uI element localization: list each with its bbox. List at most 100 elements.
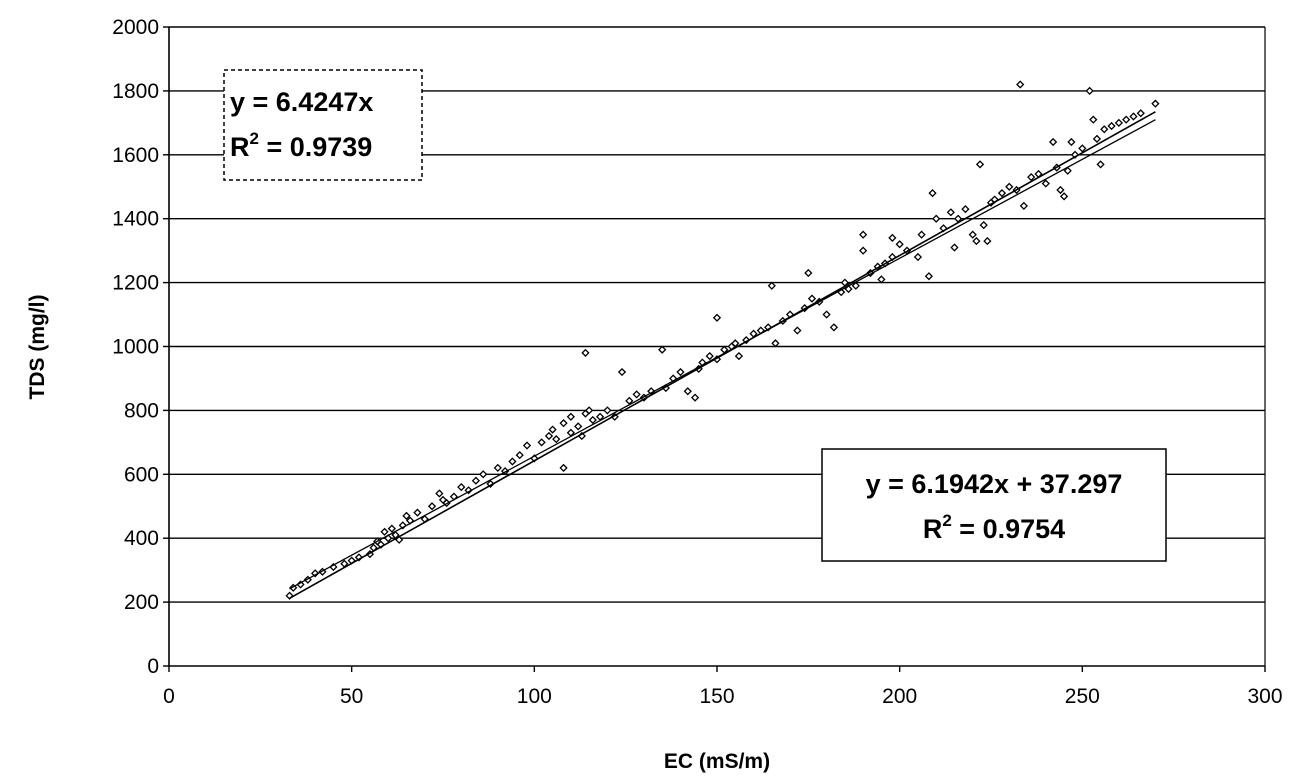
data-point	[771, 339, 780, 348]
data-point	[822, 310, 831, 319]
y-axis-title: TDS (mg/l)	[26, 295, 49, 400]
data-point	[804, 268, 813, 278]
x-tick-label: 0	[163, 685, 175, 708]
x-axis-title: EC (mS/m)	[664, 750, 770, 773]
data-point	[1136, 109, 1145, 118]
y-tick-label: 1000	[112, 336, 159, 359]
data-point	[968, 230, 977, 239]
data-point	[1056, 185, 1065, 195]
data-point	[928, 189, 937, 198]
gridlines	[169, 26, 1265, 603]
data-point	[661, 383, 670, 393]
data-point	[1129, 112, 1138, 121]
data-point	[1085, 86, 1094, 96]
data-point	[829, 323, 839, 332]
data-point	[844, 284, 853, 294]
y-axis-ticks: 0 200 400 600 800 1000 1200 1400 1600 1800 2000	[112, 16, 169, 678]
data-point	[508, 457, 517, 466]
data-point	[1151, 99, 1160, 108]
data-point	[1078, 144, 1087, 153]
data-point	[859, 230, 868, 239]
data-point	[888, 233, 897, 242]
r-squared-text: R2 = 0.9754	[923, 511, 1065, 544]
data-point	[866, 268, 875, 278]
data-point	[851, 281, 860, 290]
data-point	[471, 476, 480, 485]
data-point	[913, 252, 923, 262]
x-tick-label: 50	[340, 685, 363, 708]
r-squared-text: R2 = 0.9739	[230, 129, 372, 162]
data-point	[917, 230, 926, 239]
data-point	[464, 486, 473, 495]
data-point	[552, 435, 561, 444]
data-point	[493, 463, 502, 473]
y-tick-label: 0	[147, 655, 159, 678]
data-point	[946, 208, 955, 217]
data-point	[479, 470, 488, 479]
data-point	[402, 511, 411, 520]
data-point	[1067, 137, 1076, 147]
x-tick-label: 300	[1247, 685, 1282, 708]
data-point	[877, 275, 886, 284]
data-point	[1063, 166, 1072, 175]
data-point	[764, 323, 773, 332]
data-point	[690, 393, 700, 402]
data-point	[734, 351, 744, 361]
equation-text: y = 6.4247x	[230, 87, 373, 117]
equation-box-frame	[821, 448, 1167, 562]
x-tick-label: 150	[699, 685, 734, 708]
data-point	[676, 367, 685, 377]
data-point	[705, 351, 714, 361]
data-point	[683, 387, 692, 396]
data-point	[311, 569, 320, 578]
data-point	[1016, 80, 1025, 89]
y-tick-label: 1600	[112, 144, 159, 167]
data-point	[559, 419, 568, 428]
data-point	[1089, 115, 1098, 124]
data-point	[588, 415, 597, 425]
data-point	[585, 406, 594, 415]
data-point	[1041, 179, 1050, 188]
data-point	[1107, 121, 1116, 131]
data-point	[731, 339, 740, 348]
data-point	[566, 412, 575, 421]
data-point	[365, 550, 375, 559]
data-point	[427, 502, 437, 511]
data-point	[979, 220, 988, 230]
data-point	[807, 294, 817, 303]
data-point	[617, 367, 627, 377]
y-tick-label: 600	[124, 463, 159, 486]
x-tick-label: 100	[517, 685, 552, 708]
data-point	[544, 431, 554, 441]
y-tick-label: 1400	[112, 208, 159, 231]
data-point	[1048, 137, 1058, 147]
data-point	[1059, 192, 1069, 201]
data-point	[997, 189, 1007, 198]
data-point	[1027, 173, 1036, 182]
data-point	[435, 489, 444, 498]
data-point	[1005, 182, 1014, 191]
data-point	[387, 524, 396, 533]
data-point	[603, 406, 612, 415]
equation-box-frame	[223, 69, 423, 181]
trendline	[289, 111, 1156, 599]
data-point	[515, 451, 524, 460]
y-tick-label: 2000	[112, 16, 159, 39]
x-axis-ticks: 0 50 100 150 200 250 300	[163, 666, 1283, 708]
data-point	[1114, 118, 1123, 127]
data-point	[950, 243, 959, 252]
data-point	[632, 390, 641, 399]
data-point	[537, 438, 546, 447]
data-point	[1122, 115, 1131, 124]
trendlines	[289, 111, 1156, 599]
data-point	[318, 567, 327, 576]
data-point	[457, 482, 466, 492]
data-point	[1096, 160, 1105, 169]
data-point	[972, 236, 981, 246]
data-point	[793, 326, 802, 335]
data-point	[380, 527, 389, 536]
data-point	[574, 422, 583, 431]
y-tick-label: 200	[124, 591, 159, 614]
data-point	[961, 204, 970, 214]
